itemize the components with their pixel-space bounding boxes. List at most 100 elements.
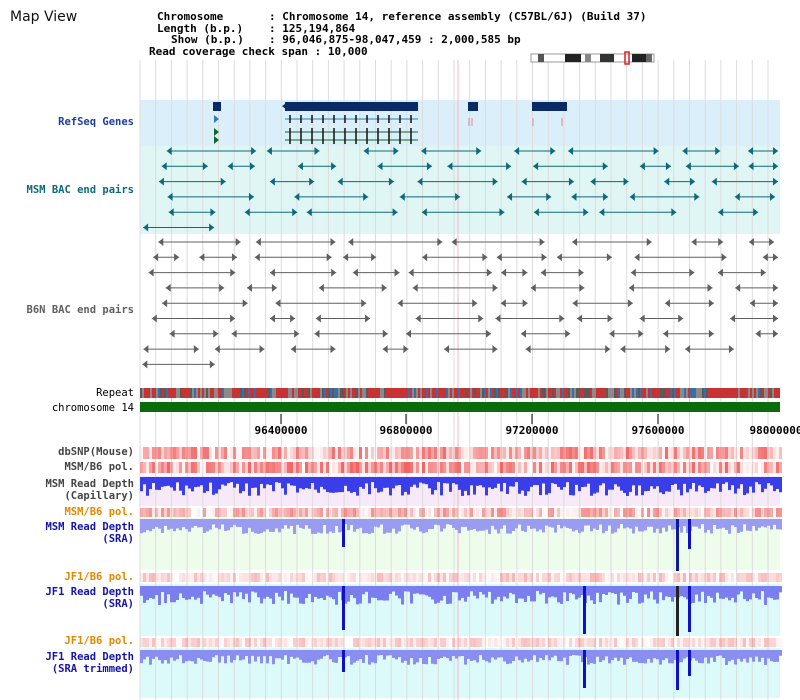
track-label-dbsnp[interactable]: dbSNP(Mouse): [58, 446, 134, 458]
dbsnp-cell: [419, 447, 422, 459]
repeat-segment: [238, 388, 240, 398]
chromosome-band[interactable]: [140, 402, 780, 412]
jf1-depth-trim-bar: [167, 650, 170, 664]
jf1-depth-sra-bar: [257, 586, 260, 598]
msm-depth-sra-bar: [335, 519, 338, 527]
track-label-jf1-depth-trimmed[interactable]: JF1 Read Depth (SRA trimmed): [45, 651, 134, 675]
track-label-jf1-b6-pol[interactable]: JF1/B6 pol.: [64, 571, 134, 583]
track-label-repeat[interactable]: Repeat: [96, 387, 134, 399]
msm-bac-end-icon: [492, 177, 498, 186]
jf1-depth-sra-bar: [698, 586, 701, 602]
b6n-bac-end-icon: [748, 238, 754, 246]
msm-b6-pol2-cell: [626, 508, 629, 517]
jf1-b6-pol2-cell: [608, 638, 611, 647]
jf1-depth-sra-bar: [473, 586, 476, 596]
track-label-jf1-depth-sra[interactable]: JF1 Read Depth (SRA): [45, 586, 134, 610]
repeat-segment: [158, 388, 160, 398]
jf1-depth-trim-bar: [611, 650, 614, 661]
repeat-segment: [404, 388, 406, 398]
msm-depth-sra-bar: [287, 519, 290, 529]
jf1-b6-pol-cell: [347, 573, 350, 582]
msm-bac-end-icon: [769, 192, 775, 201]
dbsnp-cell: [353, 447, 356, 459]
jf1-depth-trim-bar: [443, 650, 446, 657]
msm-bac-end-icon: [421, 147, 427, 155]
repeat-segment: [188, 388, 190, 398]
ideogram-position-marker[interactable]: [624, 51, 630, 65]
refseq-gene-block[interactable]: [285, 102, 418, 111]
msm-bac-end-icon: [506, 162, 512, 171]
msm-b6-pol2-cell: [476, 508, 479, 517]
track-label-msm-depth-sra[interactable]: MSM Read Depth (SRA): [45, 521, 134, 545]
jf1-b6-pol-cell: [446, 573, 449, 582]
track-label-chromosome[interactable]: chromosome 14: [51, 402, 134, 414]
jf1-depth-sra-bar: [671, 586, 674, 602]
b6n-bac-end-icon: [609, 329, 615, 338]
jf1-b6-pol-cell: [230, 573, 233, 582]
msm-b6-pol-cell: [152, 462, 155, 473]
jf1-depth-trim-bar: [632, 650, 635, 662]
repeat-segment: [694, 388, 696, 398]
msm-depth-cap-bar: [146, 477, 149, 496]
dbsnp-cell: [218, 447, 221, 459]
repeat-segment: [298, 388, 300, 398]
jf1-b6-pol-cell: [326, 573, 329, 582]
msm-b6-pol-cell: [335, 462, 338, 473]
jf1-depth-sra-bar: [209, 586, 212, 598]
track-label-msm-b6-pol-2[interactable]: MSM/B6 pol.: [64, 506, 134, 518]
track-label-msm-b6-pol[interactable]: MSM/B6 pol.: [64, 461, 134, 473]
repeat-segment: [682, 388, 684, 398]
msm-b6-pol-cell: [386, 462, 389, 473]
refseq-gene-block[interactable]: [213, 102, 221, 111]
msm-depth-cap-bar: [287, 477, 290, 484]
msm-b6-pol-cell: [716, 462, 719, 473]
jf1-depth-trim-bar: [533, 650, 536, 656]
msm-depth-sra-bar: [440, 519, 443, 532]
msm-b6-pol-cell: [692, 462, 695, 473]
b6n-bac-end-icon: [314, 329, 320, 338]
msm-bac-end-icon: [166, 147, 172, 155]
jf1-depth-trim-bar: [716, 650, 719, 657]
msm-bac-end-icon: [393, 147, 399, 155]
msm-depth-sra-bar: [236, 519, 239, 527]
msm-depth-cap-bar: [182, 477, 185, 496]
jf1-depth-sra-bar: [431, 586, 434, 600]
refseq-gene-block[interactable]: [468, 102, 478, 111]
ideogram-band: [538, 54, 544, 62]
msm-b6-pol-cell: [584, 462, 587, 473]
dbsnp-cell: [614, 447, 617, 459]
track-label-jf1-b6-pol-2[interactable]: JF1/B6 pol.: [64, 635, 134, 647]
b6n-bac-end-icon: [717, 268, 723, 277]
msm-depth-sra-bar: [509, 519, 512, 534]
jf1-depth-sra-bar: [575, 586, 578, 600]
ideogram-body[interactable]: [530, 53, 655, 63]
jf1-depth-sra-line1: JF1 Read Depth: [45, 586, 134, 598]
jf1-b6-pol-cell: [425, 573, 428, 582]
jf1-b6-pol2-cell: [173, 638, 176, 647]
repeat-segment: [474, 388, 476, 398]
b6n-bac-end-icon: [634, 253, 640, 262]
dbsnp-cell: [437, 447, 440, 459]
chromosome-ideogram[interactable]: [530, 51, 655, 65]
msm-depth-cap-bar: [779, 477, 782, 493]
repeat-segment: [708, 388, 710, 398]
jf1-depth-trim-bar-spike: [342, 650, 345, 672]
dbsnp-cell: [299, 447, 302, 459]
b6n-bac-end-icon: [559, 314, 565, 323]
jf1-depth-sra-bar: [737, 586, 740, 595]
track-label-refseq[interactable]: RefSeq Genes: [58, 116, 134, 128]
track-label-msm-bac[interactable]: MSM BAC end pairs: [26, 184, 134, 196]
msm-b6-pol-cell: [155, 462, 158, 473]
track-label-b6n-bac[interactable]: B6N BAC end pairs: [26, 304, 134, 316]
jf1-b6-pol-cell: [383, 573, 386, 582]
refseq-gene-block[interactable]: [532, 102, 567, 111]
msm-b6-pol2-cell: [698, 508, 701, 517]
msm-b6-pol-cell: [626, 462, 629, 473]
track-label-msm-depth-capillary[interactable]: MSM Read Depth (Capillary): [45, 478, 134, 502]
msm-bac-end-icon: [143, 223, 149, 232]
msm-depth-cap-bar: [557, 477, 560, 487]
msm-depth-cap-bar: [674, 477, 677, 484]
jf1-b6-pol2-cell: [743, 638, 746, 647]
jf1-b6-pol-cell: [284, 573, 287, 582]
